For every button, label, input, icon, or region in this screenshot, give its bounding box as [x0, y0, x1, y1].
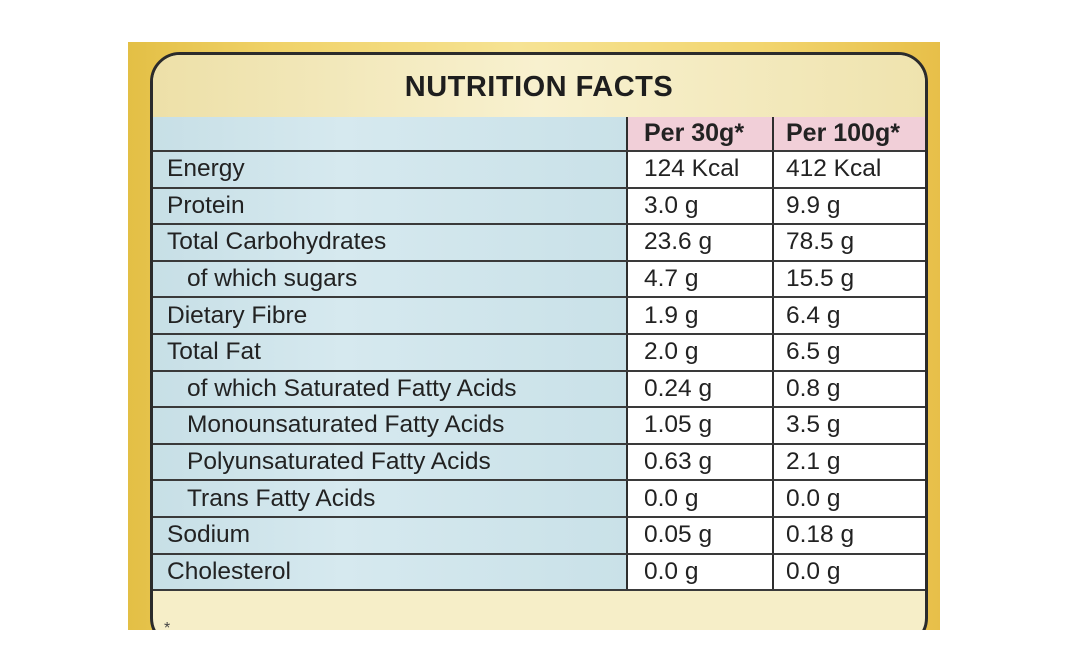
value-per-100g: 15.5 g [773, 260, 925, 299]
value-per-100g: 78.5 g [773, 224, 925, 262]
table-row: of which sugars 4.7 g 15.5 g [153, 260, 925, 299]
table-row: Dietary Fibre 1.9 g 6.4 g [153, 297, 925, 335]
nutrient-name: Energy [153, 151, 628, 189]
value-per-100g: 412 Kcal [773, 151, 925, 189]
value-per-100g: 3.5 g [773, 407, 925, 445]
footnote-marker: * [164, 620, 171, 630]
table-row: Total Fat 2.0 g 6.5 g [153, 333, 925, 372]
table-row: Trans Fatty Acids 0.0 g 0.0 g [153, 480, 925, 518]
value-per-100g: 0.18 g [773, 516, 925, 555]
nutrient-name: Monounsaturated Fatty Acids [153, 407, 628, 445]
nutrient-name: of which Saturated Fatty Acids [153, 370, 628, 409]
nutrient-name: Protein [153, 187, 628, 226]
value-per-100g: 0.0 g [773, 553, 925, 592]
value-per-30g: 0.05 g [627, 516, 774, 555]
value-per-30g: 1.9 g [627, 297, 774, 335]
nutrient-name: Sodium [153, 516, 628, 555]
value-per-30g: 4.7 g [627, 260, 774, 299]
value-per-30g: 0.24 g [627, 370, 774, 409]
header-blank-cell [153, 117, 628, 152]
value-per-100g: 0.0 g [773, 480, 925, 518]
value-per-30g: 3.0 g [627, 187, 774, 226]
table-row: Monounsaturated Fatty Acids 1.05 g 3.5 g [153, 407, 925, 445]
nutrition-label: NUTRITION FACTS Per 30g* Per 100g* Energ… [150, 52, 928, 630]
value-per-30g: 0.0 g [627, 553, 774, 592]
table-header-row: Per 30g* Per 100g* [153, 117, 925, 152]
value-per-30g: 1.05 g [627, 407, 774, 445]
table-row: Sodium 0.05 g 0.18 g [153, 516, 925, 555]
table-row: Polyunsaturated Fatty Acids 0.63 g 2.1 g [153, 443, 925, 482]
table-row: Protein 3.0 g 9.9 g [153, 187, 925, 226]
nutrient-name: Polyunsaturated Fatty Acids [153, 443, 628, 482]
value-per-100g: 6.4 g [773, 297, 925, 335]
nutrient-name: Cholesterol [153, 553, 628, 592]
nutrition-title: NUTRITION FACTS [153, 55, 925, 120]
column-header-per-30g: Per 30g* [627, 117, 774, 152]
value-per-30g: 0.63 g [627, 443, 774, 482]
value-per-30g: 2.0 g [627, 333, 774, 372]
nutrient-name: Dietary Fibre [153, 297, 628, 335]
value-per-100g: 9.9 g [773, 187, 925, 226]
table-row: Cholesterol 0.0 g 0.0 g [153, 553, 925, 592]
nutrition-table: Per 30g* Per 100g* Energy 124 Kcal 412 K… [153, 117, 925, 592]
table-row: of which Saturated Fatty Acids 0.24 g 0.… [153, 370, 925, 409]
nutrient-name: of which sugars [153, 260, 628, 299]
value-per-100g: 0.8 g [773, 370, 925, 409]
value-per-30g: 124 Kcal [627, 151, 774, 189]
nutrient-name: Trans Fatty Acids [153, 480, 628, 518]
table-row: Energy 124 Kcal 412 Kcal [153, 151, 925, 189]
table-row: Total Carbohydrates 23.6 g 78.5 g [153, 224, 925, 262]
label-photo: NUTRITION FACTS Per 30g* Per 100g* Energ… [128, 42, 940, 630]
column-header-per-100g: Per 100g* [773, 117, 925, 152]
value-per-30g: 23.6 g [627, 224, 774, 262]
nutrient-name: Total Carbohydrates [153, 224, 628, 262]
value-per-100g: 2.1 g [773, 443, 925, 482]
value-per-100g: 6.5 g [773, 333, 925, 372]
value-per-30g: 0.0 g [627, 480, 774, 518]
nutrient-name: Total Fat [153, 333, 628, 372]
